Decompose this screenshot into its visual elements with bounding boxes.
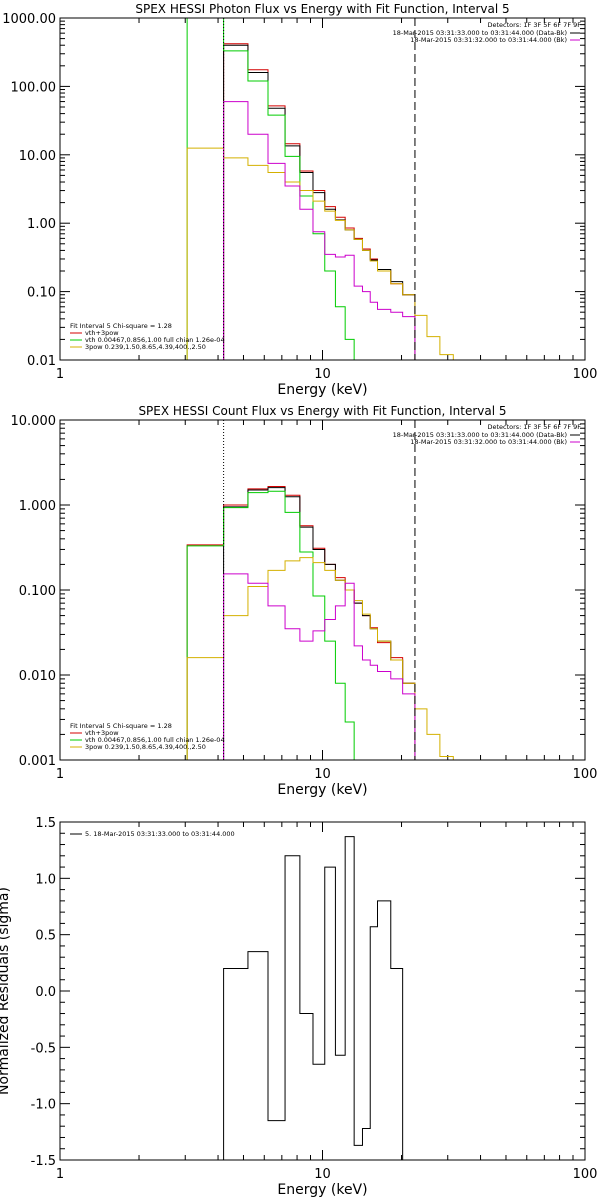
y-tick-label: 0.0	[35, 985, 56, 1000]
y-axis-label: Normalized Residuals (sigma)	[0, 887, 12, 1095]
legend-top-left: 5. 18-Mar-2015 03:31:33.000 to 03:31:44.…	[70, 830, 235, 838]
chart-title: SPEX HESSI Count Flux vs Energy with Fit…	[138, 404, 506, 418]
y-tick-label: -1.5	[31, 1154, 56, 1169]
x-axis-label: Energy (keV)	[277, 382, 367, 398]
series-group	[186, 18, 454, 360]
series-line-4	[186, 557, 454, 760]
series-line-4	[186, 147, 454, 360]
y-tick-label: 1.5	[35, 816, 56, 831]
legend-entry-label: vth 0.00467,0.856,1.00 full chian 1.26e-…	[85, 336, 225, 344]
x-axis: 1 10 100	[56, 822, 598, 1182]
series-line-5	[223, 573, 416, 760]
y-tick-label: 10.000	[11, 414, 57, 429]
x-tick-label: 10	[314, 367, 331, 382]
series-group	[186, 486, 454, 760]
y-tick-label: -0.5	[31, 1041, 56, 1056]
y-tick-label: 0.5	[35, 929, 56, 944]
plot-frame	[59, 821, 586, 1161]
legend-entry-label: 18-Mar-2015 03:31:32.000 to 03:31:44.000…	[410, 438, 567, 446]
x-tick-label: 100	[573, 1167, 598, 1182]
y-tick-label: 0.100	[19, 584, 56, 599]
chart-title: SPEX HESSI Photon Flux vs Energy with Fi…	[135, 2, 509, 16]
legend-top-right: Detectors: 1F 3F 5F 6F 7F 9F18-Mar-2015 …	[393, 423, 582, 446]
series-line-2	[223, 44, 416, 360]
x-tick-label: 10	[314, 767, 331, 782]
y-tick-label: 0.01	[27, 354, 56, 369]
series-line-1	[223, 836, 404, 1160]
y-tick-label: 1.0	[35, 872, 56, 887]
x-tick-label: 1	[56, 1167, 64, 1182]
legend-entry-label: 18-Mar-2015 03:31:33.000 to 03:31:44.000…	[393, 29, 567, 37]
legend-entry-label: 18-Mar-2015 03:31:32.000 to 03:31:44.000…	[410, 36, 567, 44]
plot-frame	[59, 17, 586, 361]
legend-bottom-left: Fit Interval 5 Chi-square = 1.28vth+3pow…	[70, 322, 225, 351]
legend-entry-label: vth 0.00467,0.856,1.00 full chian 1.26e-…	[85, 736, 225, 744]
series-line-5	[223, 101, 416, 360]
legend-entry-label: 18-Mar-2015 03:31:33.000 to 03:31:44.000…	[393, 431, 567, 439]
x-axis-label: Energy (keV)	[277, 1182, 367, 1198]
series-line-2	[223, 487, 416, 760]
y-tick-label: 0.10	[27, 286, 56, 301]
legend-top-right: Detectors: 1F 3F 5F 6F 7F 9F18-Mar-2015 …	[393, 21, 582, 44]
y-tick-label: 1000.00	[2, 12, 56, 27]
y-tick-label: 0.001	[19, 754, 56, 769]
chart-panel-2: SPEX HESSI Count Flux vs Energy with Fit…	[11, 404, 598, 798]
legend-entry-label: vth+3pow	[85, 329, 119, 337]
plot-frame	[59, 419, 586, 761]
x-axis: 1 10 100	[56, 18, 598, 382]
legend-entry-label: vth+3pow	[85, 729, 119, 737]
series-line-1	[223, 43, 416, 360]
y-axis: -1.5 -1.0 -0.5 0.0 0.5 1.0 1.5	[31, 816, 585, 1169]
x-tick-label: 100	[573, 767, 598, 782]
y-tick-label: 10.00	[19, 149, 56, 164]
y-tick-label: 100.00	[11, 80, 57, 95]
x-tick-label: 1	[56, 767, 64, 782]
series-line-3	[186, 18, 363, 360]
legend-entry-label: 3pow 0.239,1.50,8.65,4.39,400.,2.50	[85, 743, 206, 751]
x-tick-label: 10	[314, 1167, 331, 1182]
legend-bottom-left: Fit Interval 5 Chi-square = 1.28vth+3pow…	[70, 722, 225, 751]
y-axis: 0.01 0.10 1.00 10.00 100.00 1000.00	[2, 12, 585, 369]
legend-detectors: Detectors: 1F 3F 5F 6F 7F 9F	[487, 423, 581, 431]
legend-header: Fit Interval 5 Chi-square = 1.28	[70, 322, 172, 330]
x-tick-label: 100	[573, 367, 598, 382]
y-tick-label: -1.0	[31, 1098, 56, 1113]
y-tick-label: 1.00	[27, 217, 56, 232]
y-tick-label: 1.000	[19, 499, 56, 514]
x-axis-label: Energy (keV)	[277, 782, 367, 798]
chart-panel-1: SPEX HESSI Photon Flux vs Energy with Fi…	[2, 2, 598, 398]
series-group	[223, 836, 404, 1160]
y-tick-label: 0.010	[19, 669, 56, 684]
legend-entry-label: 3pow 0.239,1.50,8.65,4.39,400.,2.50	[85, 343, 206, 351]
y-axis: 0.001 0.010 0.100 1.000 10.000	[11, 414, 585, 769]
legend-entry-label: 5. 18-Mar-2015 03:31:33.000 to 03:31:44.…	[85, 830, 235, 838]
legend-header: Fit Interval 5 Chi-square = 1.28	[70, 722, 172, 730]
legend-detectors: Detectors: 1F 3F 5F 6F 7F 9F	[487, 21, 581, 29]
x-tick-label: 1	[56, 367, 64, 382]
series-line-3	[186, 490, 355, 760]
